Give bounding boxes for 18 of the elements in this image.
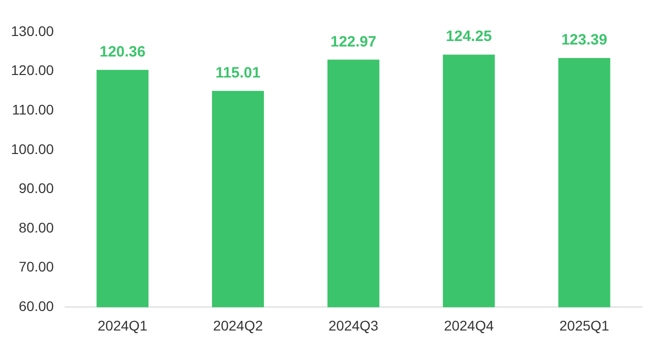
data-label: 120.36 — [100, 44, 146, 61]
x-tick-label: 2024Q2 — [213, 317, 264, 334]
y-tick-label: 110.00 — [12, 101, 54, 118]
x-tick-label: 2025Q1 — [559, 317, 610, 334]
data-label: 122.97 — [330, 33, 376, 50]
x-tick-label: 2024Q3 — [328, 317, 379, 334]
data-label: 123.39 — [561, 32, 608, 49]
y-tick-label: 90.00 — [18, 180, 54, 196]
x-tick-label: 2024Q4 — [444, 317, 494, 334]
y-tick-label: 100.00 — [10, 140, 54, 157]
data-label: 115.01 — [215, 64, 261, 82]
y-tick-label: 60.00 — [18, 298, 54, 314]
data-label: 124.25 — [446, 28, 492, 46]
y-tick-label: 70.00 — [18, 258, 54, 275]
y-tick-label: 80.00 — [18, 219, 54, 236]
y-tick-label: 120.00 — [10, 62, 54, 78]
y-tick-label: 130.00 — [10, 22, 54, 39]
x-tick-label: 2024Q1 — [98, 317, 148, 334]
